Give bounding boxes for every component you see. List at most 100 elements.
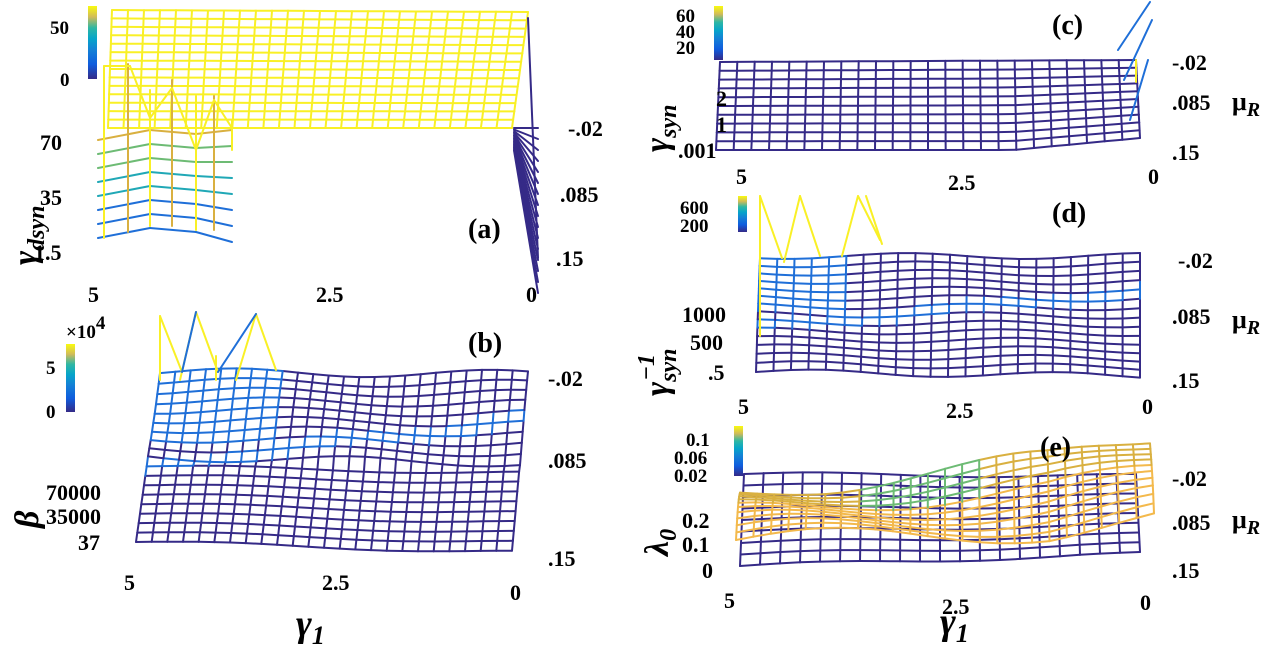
mesh-line bbox=[235, 51, 239, 62]
mesh-line bbox=[291, 535, 295, 547]
mesh-line bbox=[456, 52, 460, 63]
mesh-line bbox=[150, 531, 154, 543]
mesh-line bbox=[261, 533, 280, 537]
mesh-line bbox=[420, 93, 424, 104]
mesh-line bbox=[840, 515, 860, 520]
mesh-line bbox=[1118, 541, 1141, 544]
mesh-line bbox=[257, 427, 262, 441]
mesh-line bbox=[1047, 485, 1067, 493]
mesh-line bbox=[450, 520, 454, 533]
mesh-line bbox=[314, 60, 317, 71]
mesh-line bbox=[263, 514, 282, 517]
panel-c-zlabel: γsyn bbox=[639, 105, 682, 153]
mesh-line bbox=[862, 261, 882, 265]
mesh-line bbox=[357, 519, 376, 522]
mesh-line bbox=[474, 444, 492, 447]
mesh-line bbox=[315, 478, 333, 481]
mesh-line bbox=[862, 280, 882, 284]
mesh-line bbox=[1069, 363, 1089, 367]
mesh-line bbox=[755, 343, 776, 346]
mesh-line bbox=[433, 530, 437, 543]
mesh-line bbox=[189, 368, 207, 372]
mesh-line bbox=[390, 491, 394, 503]
mesh-line bbox=[965, 328, 985, 332]
mesh-line bbox=[513, 149, 539, 294]
mesh-line bbox=[338, 409, 356, 414]
mesh-line bbox=[359, 77, 363, 88]
mesh-line bbox=[527, 17, 539, 259]
mesh-line bbox=[234, 76, 237, 88]
mesh-line bbox=[947, 329, 968, 333]
mesh-line bbox=[263, 101, 267, 113]
mesh-line bbox=[1000, 303, 1020, 307]
mesh-line bbox=[251, 475, 256, 487]
mesh-line bbox=[217, 93, 220, 104]
mesh-line bbox=[416, 404, 434, 408]
mesh-line bbox=[269, 26, 272, 37]
mesh-line bbox=[464, 530, 468, 543]
mesh-line bbox=[492, 19, 496, 30]
mesh-line bbox=[302, 455, 320, 459]
mesh-line bbox=[1016, 371, 1037, 375]
mesh-line bbox=[1134, 476, 1154, 481]
mesh-line bbox=[362, 470, 381, 474]
mesh-line bbox=[188, 378, 206, 383]
mesh-line bbox=[489, 44, 493, 55]
mesh-line bbox=[1048, 536, 1068, 543]
mesh-line bbox=[325, 110, 328, 121]
mesh-line bbox=[743, 472, 765, 475]
mesh-line bbox=[436, 93, 440, 105]
mesh-line bbox=[424, 60, 428, 71]
mesh-line bbox=[894, 373, 915, 378]
mesh-line bbox=[446, 413, 464, 417]
mesh-line bbox=[280, 505, 299, 509]
mesh-line bbox=[298, 51, 302, 63]
mesh-line bbox=[298, 60, 301, 71]
mesh-line bbox=[1032, 128, 1053, 132]
mesh-line bbox=[407, 68, 411, 80]
panel-d-cb-tick-1: 200 bbox=[680, 216, 709, 237]
mesh-line bbox=[755, 496, 775, 500]
mesh-line bbox=[260, 533, 264, 545]
mesh-line bbox=[403, 110, 407, 121]
mesh-line bbox=[1098, 454, 1118, 458]
mesh-line bbox=[459, 35, 462, 46]
mesh-line bbox=[926, 531, 946, 536]
mesh-line bbox=[780, 527, 802, 531]
mesh-line bbox=[1050, 143, 1071, 148]
mesh-line bbox=[466, 102, 470, 113]
mesh-line bbox=[1085, 116, 1105, 120]
mesh-line bbox=[357, 376, 361, 388]
mesh-line bbox=[198, 420, 216, 424]
mesh-line bbox=[280, 495, 284, 508]
panel-a-zlabel: γdsyn bbox=[7, 206, 50, 266]
mesh-line bbox=[405, 501, 409, 513]
mesh-line bbox=[791, 312, 812, 316]
mesh-line bbox=[340, 384, 344, 395]
mesh-line bbox=[171, 87, 197, 151]
mesh-line bbox=[425, 461, 428, 474]
mesh-line bbox=[246, 396, 250, 410]
mesh-line bbox=[232, 503, 236, 515]
mesh-line bbox=[268, 34, 272, 46]
mesh-line bbox=[791, 327, 811, 331]
mesh-line bbox=[978, 482, 998, 490]
mesh-line bbox=[523, 398, 527, 411]
mesh-line bbox=[417, 118, 421, 129]
mesh-line bbox=[843, 339, 863, 343]
mesh-line bbox=[878, 315, 898, 319]
mesh-line bbox=[740, 519, 743, 533]
mesh-line bbox=[266, 68, 269, 79]
mesh-line bbox=[295, 371, 299, 382]
mesh-line bbox=[1035, 298, 1055, 302]
mesh-line bbox=[462, 391, 466, 405]
mesh-line bbox=[266, 60, 270, 71]
mesh-line bbox=[860, 483, 882, 486]
mesh-line bbox=[347, 455, 351, 473]
mesh-line bbox=[1032, 102, 1052, 106]
mesh-line bbox=[235, 484, 239, 496]
mesh-line bbox=[297, 371, 315, 376]
mesh-line bbox=[129, 65, 151, 119]
mesh-line bbox=[1078, 532, 1101, 536]
mesh-line bbox=[327, 374, 345, 378]
